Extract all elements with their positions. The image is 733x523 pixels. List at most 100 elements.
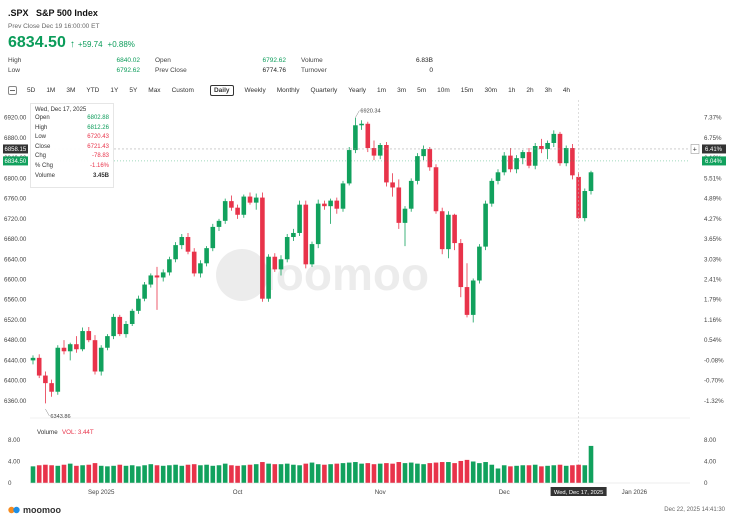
candle[interactable] — [508, 148, 513, 173]
candle[interactable] — [117, 314, 123, 337]
candle[interactable] — [470, 278, 476, 323]
candle[interactable] — [309, 241, 315, 267]
candle[interactable] — [185, 232, 191, 255]
candle[interactable] — [371, 140, 377, 161]
candle[interactable] — [408, 178, 414, 212]
candle[interactable] — [210, 223, 216, 252]
candle[interactable] — [303, 200, 309, 269]
candle[interactable] — [346, 147, 352, 186]
candle[interactable] — [260, 192, 265, 302]
candle[interactable] — [222, 198, 228, 224]
candle[interactable] — [520, 150, 526, 165]
candle[interactable] — [136, 295, 141, 314]
candle[interactable] — [43, 371, 48, 404]
candle[interactable] — [458, 239, 464, 298]
candle[interactable] — [501, 152, 507, 176]
candle[interactable] — [154, 266, 160, 310]
interval-30m[interactable]: 30m — [484, 86, 498, 94]
candle[interactable] — [464, 263, 470, 318]
candle[interactable] — [439, 207, 445, 255]
candle[interactable] — [49, 379, 54, 397]
timeframe-1y[interactable]: 1Y — [110, 86, 119, 94]
timeframe-3m[interactable]: 3M — [66, 86, 76, 94]
candle[interactable] — [92, 335, 98, 375]
period-daily[interactable]: Daily — [209, 84, 234, 96]
candle[interactable] — [446, 211, 451, 259]
candle[interactable] — [80, 327, 85, 352]
candle[interactable] — [532, 142, 538, 170]
candle[interactable] — [396, 179, 402, 229]
timeframe-5y[interactable]: 5Y — [129, 86, 138, 94]
candle[interactable] — [452, 213, 457, 251]
candle[interactable] — [315, 199, 321, 249]
sidebar-toggle-icon[interactable] — [8, 85, 17, 95]
interval-15m[interactable]: 15m — [460, 86, 474, 94]
candle[interactable] — [123, 320, 129, 338]
candle[interactable] — [365, 121, 371, 153]
interval-1m[interactable]: 1m — [377, 86, 387, 94]
interval-5m[interactable]: 5m — [417, 86, 427, 94]
candle[interactable] — [191, 248, 197, 277]
candle[interactable] — [148, 273, 154, 288]
candle[interactable] — [241, 194, 247, 218]
candle[interactable] — [61, 340, 67, 355]
candle[interactable] — [421, 145, 426, 161]
candle[interactable] — [570, 143, 575, 180]
candle[interactable] — [74, 336, 79, 353]
interval-3h[interactable]: 3h — [544, 86, 552, 94]
candle[interactable] — [229, 195, 234, 211]
candle[interactable] — [266, 254, 271, 302]
candle[interactable] — [483, 200, 488, 251]
candle[interactable] — [353, 117, 358, 154]
candle[interactable] — [514, 155, 519, 174]
candle[interactable] — [129, 308, 135, 327]
candle[interactable] — [278, 255, 284, 276]
candle[interactable] — [477, 244, 482, 284]
candle[interactable] — [36, 354, 42, 379]
crosshair-add-icon[interactable] — [690, 144, 700, 154]
timeframe-1m[interactable]: 1M — [46, 86, 56, 94]
interval-2h[interactable]: 2h — [526, 86, 534, 94]
candle[interactable] — [551, 130, 557, 148]
candle[interactable] — [340, 180, 346, 212]
candle[interactable] — [427, 147, 433, 171]
candle[interactable] — [588, 170, 594, 195]
candle[interactable] — [402, 206, 408, 247]
candle[interactable] — [328, 198, 333, 224]
candle[interactable] — [67, 342, 73, 361]
candle[interactable] — [198, 260, 203, 278]
timeframe-5d[interactable]: 5D — [27, 86, 36, 94]
timeframe-ytd[interactable]: YTD — [86, 86, 100, 94]
candle[interactable] — [86, 327, 92, 343]
candle[interactable] — [167, 256, 172, 276]
candle[interactable] — [415, 153, 420, 185]
candle[interactable] — [563, 145, 569, 167]
candle[interactable] — [30, 355, 36, 365]
candle[interactable] — [359, 120, 364, 130]
candle[interactable] — [433, 164, 439, 214]
candle[interactable] — [390, 173, 395, 197]
period-yearly[interactable]: Yearly — [348, 86, 367, 94]
candle[interactable] — [105, 334, 110, 351]
candle[interactable] — [377, 142, 383, 160]
candle[interactable] — [142, 282, 147, 302]
candle[interactable] — [247, 192, 253, 205]
candle[interactable] — [384, 141, 389, 187]
candle[interactable] — [235, 204, 240, 219]
candle[interactable] — [582, 188, 588, 222]
candle[interactable] — [576, 172, 581, 219]
candle[interactable] — [526, 148, 532, 169]
candle[interactable] — [173, 242, 178, 263]
candle[interactable] — [272, 253, 278, 272]
candle[interactable] — [216, 218, 222, 231]
interval-3m[interactable]: 3m — [397, 86, 407, 94]
candle[interactable] — [539, 138, 544, 154]
candle[interactable] — [489, 178, 495, 207]
period-weekly[interactable]: Weekly — [244, 86, 266, 94]
candle[interactable] — [297, 200, 302, 237]
candle[interactable] — [111, 313, 116, 340]
candle[interactable] — [322, 200, 327, 210]
timeframe-custom[interactable]: Custom — [171, 86, 194, 94]
candle[interactable] — [179, 233, 185, 250]
